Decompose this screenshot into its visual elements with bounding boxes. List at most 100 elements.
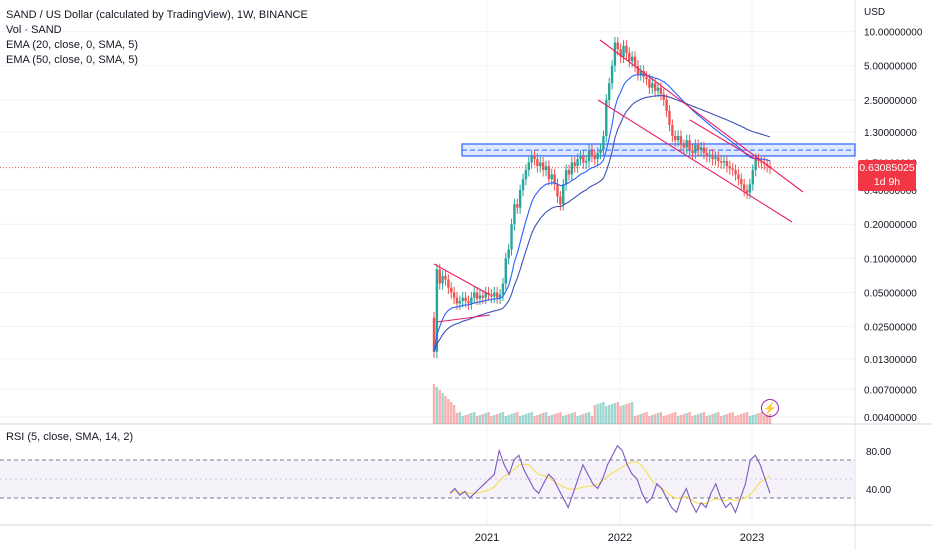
- volume-bar: [484, 413, 487, 424]
- candle-body: [564, 170, 568, 185]
- rsi-ma-line: [449, 461, 771, 504]
- countdown-value: 1d 9h: [873, 176, 901, 188]
- last-price-value: 0.63085025: [859, 162, 915, 174]
- volume-bar: [711, 414, 714, 424]
- trend-line: [689, 119, 758, 161]
- volume-bar: [656, 413, 660, 424]
- rsi-band-layer: [0, 459, 855, 499]
- candle-body: [544, 166, 548, 171]
- volume-bar: [671, 413, 674, 424]
- flash-icon[interactable]: ⚡: [761, 399, 779, 417]
- candle-body: [441, 275, 444, 284]
- candle-body: [674, 135, 677, 141]
- candle-body: [498, 294, 502, 298]
- volume-bar: [461, 416, 464, 424]
- volume-bar: [708, 415, 711, 424]
- candle-body: [668, 110, 671, 125]
- candle-body: [685, 140, 688, 148]
- y-tick-label: 0.00400000: [864, 413, 917, 424]
- candle-body: [702, 147, 706, 153]
- candle-body: [524, 170, 528, 180]
- x-tick-label: 2023: [740, 532, 764, 544]
- candle-body: [602, 135, 605, 151]
- candle-body: [510, 224, 513, 250]
- volume-bar: [765, 415, 769, 424]
- volume-bar: [768, 414, 772, 424]
- y-tick-label: 0.00700000: [864, 385, 917, 396]
- volume-bar: [507, 415, 510, 424]
- volume-bar: [740, 414, 743, 424]
- volume-bar: [441, 393, 444, 424]
- rsi-tick-label: 40.00: [866, 485, 891, 496]
- candle-body: [751, 170, 754, 185]
- trend-line: [436, 314, 491, 323]
- candle-body: [625, 45, 628, 53]
- volume-bar: [742, 413, 746, 424]
- volume-bar: [521, 415, 525, 424]
- volume-bar: [464, 415, 467, 424]
- volume-bar: [745, 412, 749, 424]
- volume-bar: [530, 412, 533, 424]
- volume-bar: [599, 403, 602, 424]
- candle-body: [576, 159, 579, 167]
- y-tick-label: 0.10000000: [864, 254, 917, 265]
- volume-bar: [763, 416, 766, 424]
- candle-body: [501, 283, 505, 295]
- rsi-line: [449, 444, 771, 514]
- candle-body: [527, 162, 530, 171]
- volume-bar: [645, 412, 648, 424]
- candle-body: [556, 184, 559, 197]
- volume-bar: [734, 416, 737, 424]
- volume-bar: [682, 414, 686, 424]
- candle-body: [610, 65, 614, 84]
- candle-body: [461, 297, 464, 302]
- candle-body: [639, 70, 642, 75]
- volume-bar: [607, 405, 611, 424]
- candle-body: [717, 157, 720, 162]
- candle-body: [694, 144, 697, 153]
- candle-body: [464, 297, 467, 302]
- candle-body: [699, 147, 703, 151]
- candle-body: [470, 297, 473, 304]
- volume-bar: [714, 413, 717, 424]
- rsi-band: [0, 460, 855, 498]
- candle-body: [553, 174, 556, 185]
- volume-bar: [518, 416, 522, 424]
- candle-body: [691, 150, 694, 153]
- volume-bar: [728, 413, 731, 424]
- volume-bar: [625, 404, 628, 424]
- volume-bar: [719, 416, 723, 424]
- candle-body: [516, 204, 519, 208]
- volume-bar: [533, 416, 536, 424]
- volume-bar: [493, 415, 496, 424]
- volume-bar: [478, 415, 482, 424]
- y-tick-label: 0.20000000: [864, 220, 917, 231]
- volume-bar: [642, 413, 645, 424]
- volume-bar: [754, 414, 757, 424]
- volume-bar: [699, 413, 703, 424]
- volume-bars: [432, 384, 772, 424]
- volume-bar: [455, 413, 459, 424]
- ema20-line: [433, 74, 771, 352]
- candle-body: [559, 196, 562, 205]
- candle-body: [493, 292, 496, 297]
- y-tick-label: 0.40000000: [864, 186, 917, 197]
- candle-body: [587, 150, 591, 162]
- volume-bar: [691, 416, 694, 424]
- candle-body: [570, 162, 574, 175]
- candle-body: [731, 168, 734, 171]
- candle-body: [573, 162, 576, 167]
- trend-line: [597, 99, 793, 223]
- candle-body: [725, 161, 729, 167]
- volume-bar: [570, 413, 574, 424]
- candle-body: [504, 258, 507, 284]
- candle-body: [533, 155, 536, 160]
- y-tick-label: 1.30000000: [864, 128, 917, 139]
- volume-bar: [760, 412, 763, 424]
- volume-bar: [539, 414, 542, 424]
- volume-bar: [582, 414, 585, 424]
- candle-body: [697, 144, 700, 151]
- candle-body: [662, 94, 665, 100]
- candle-body: [607, 83, 611, 100]
